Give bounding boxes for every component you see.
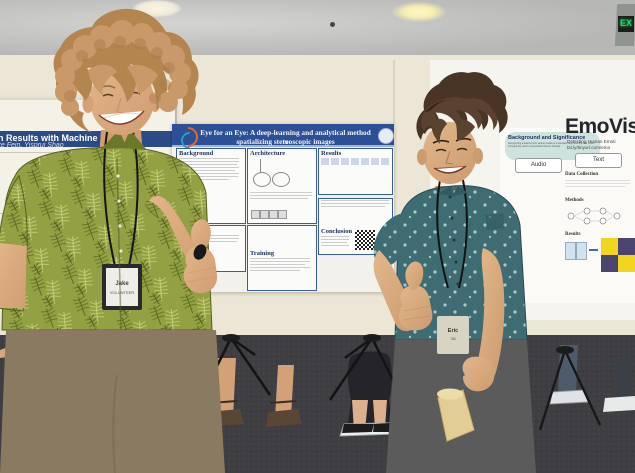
svg-text:'26: '26 [450,336,456,341]
svg-text:Eric: Eric [448,328,458,334]
